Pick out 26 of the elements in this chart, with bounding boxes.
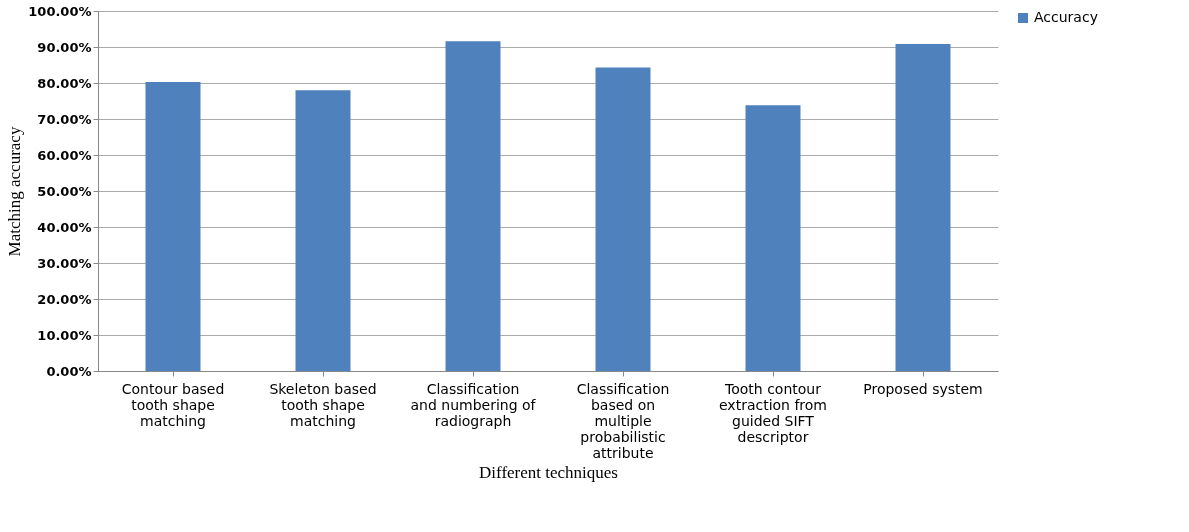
x-tick-label: Tooth contour extraction from guided SIFT descriptor — [718, 380, 828, 445]
y-tick-label: 30.00% — [37, 255, 92, 271]
y-tick-label: 0.00% — [46, 363, 92, 379]
x-tick-label: Skeleton based tooth shape matching — [269, 380, 377, 429]
bar — [145, 81, 201, 371]
y-tick-label: 10.00% — [37, 327, 92, 343]
bar — [445, 41, 501, 371]
y-tick-label: 50.00% — [37, 183, 92, 199]
bar — [895, 44, 951, 371]
y-tick-label: 60.00% — [37, 147, 92, 163]
y-tick-label: 20.00% — [37, 291, 92, 307]
y-tick-label: 70.00% — [37, 111, 92, 127]
y-axis-title: Matching accuracy — [5, 126, 25, 257]
x-axis-title: Different techniques — [479, 462, 618, 482]
bar — [595, 67, 651, 371]
y-tick-label: 100.00% — [28, 3, 92, 19]
y-tick-label: 40.00% — [37, 219, 92, 235]
x-tick-label: Contour based tooth shape matching — [121, 380, 225, 429]
x-tick-label: Classification and numbering of radiograph — [410, 380, 537, 429]
y-tick-label: 90.00% — [37, 39, 92, 55]
bar — [745, 105, 801, 371]
legend-label: Accuracy — [1034, 9, 1098, 25]
x-tick-label: Classification based on multiple probabilistic attribute — [576, 380, 670, 461]
bar — [295, 90, 351, 371]
y-tick-label: 80.00% — [37, 75, 92, 91]
x-tick-label: Proposed system — [863, 380, 983, 397]
